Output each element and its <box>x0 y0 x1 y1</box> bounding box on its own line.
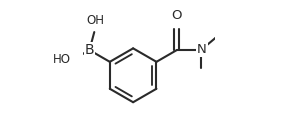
Text: N: N <box>197 43 207 56</box>
Text: B: B <box>85 43 94 57</box>
Text: O: O <box>172 10 182 23</box>
Text: HO: HO <box>53 53 71 66</box>
Text: OH: OH <box>86 14 104 27</box>
